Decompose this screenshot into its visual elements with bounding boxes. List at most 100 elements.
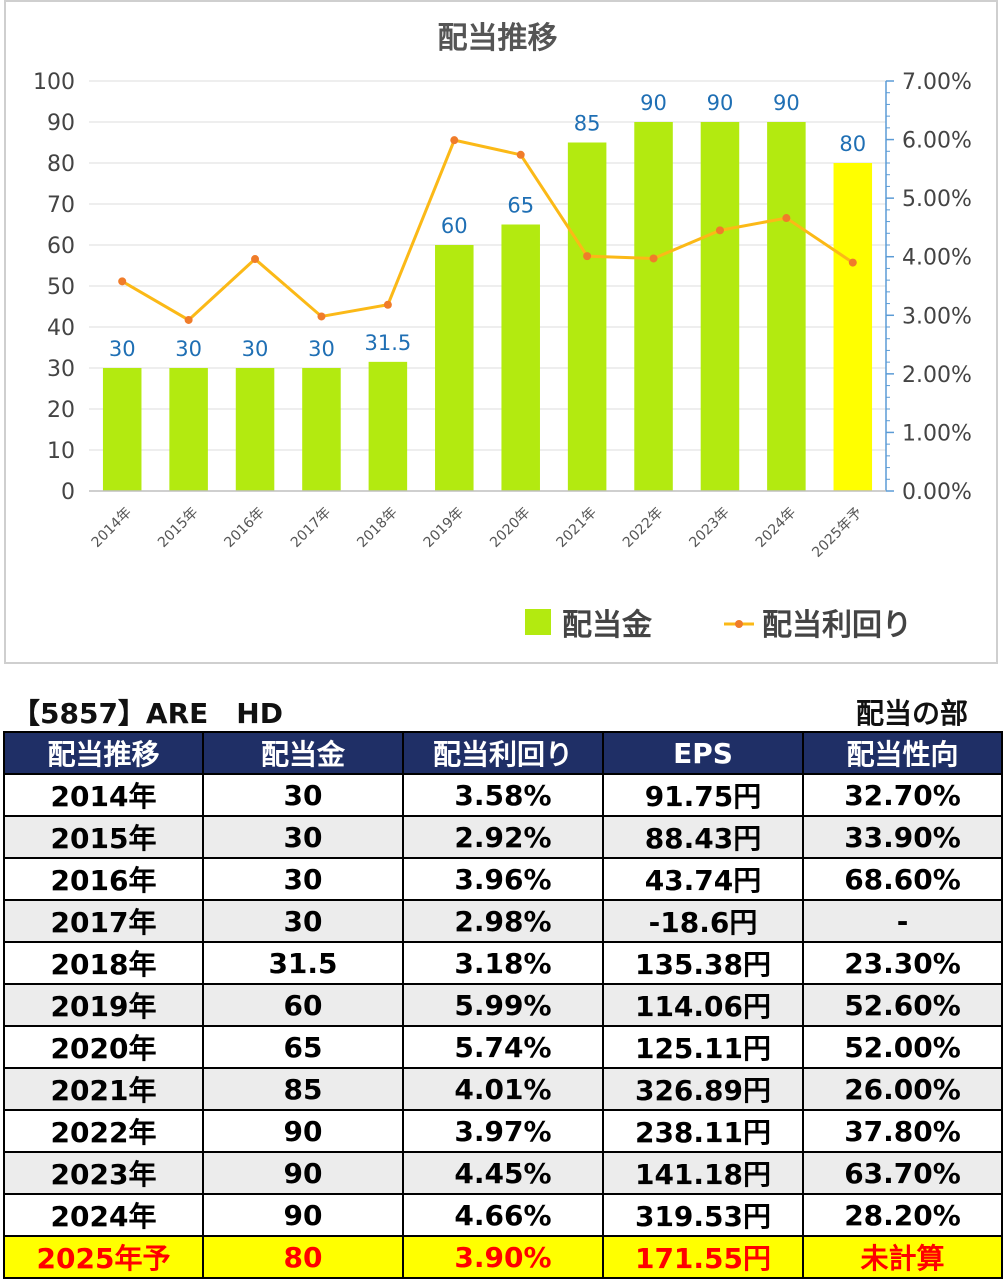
bar-data-label: 80 bbox=[839, 132, 866, 156]
cell-eps: 141.18円 bbox=[602, 1151, 804, 1195]
y-left-tick-label: 80 bbox=[47, 152, 75, 177]
bar bbox=[501, 224, 540, 491]
x-tick-label: 2018年 bbox=[354, 505, 400, 551]
bar-data-label: 30 bbox=[175, 337, 202, 361]
y-left-tick-label: 0 bbox=[61, 480, 75, 505]
cell-payout: 52.60% bbox=[802, 983, 1003, 1027]
cell-yield: 4.01% bbox=[402, 1067, 604, 1111]
cell-eps: 114.06円 bbox=[602, 983, 804, 1027]
table-body: 2014年 30 3.58% 91.75円 32.70% 2015年 30 2.92% 88.4… bbox=[3, 773, 1003, 1279]
table-row: 2020年 65 5.74% 125.11円 52.00% bbox=[3, 1025, 1003, 1069]
y-left-tick-label: 100 bbox=[33, 70, 75, 95]
bar-data-label: 30 bbox=[308, 337, 335, 361]
yield-point bbox=[383, 300, 392, 309]
cell-payout: 23.30% bbox=[802, 941, 1003, 985]
cell-year: 2020年 bbox=[3, 1025, 204, 1069]
cell-year: 2018年 bbox=[3, 941, 204, 985]
y-right-tick-label: 1.00% bbox=[902, 421, 972, 446]
bar bbox=[169, 368, 208, 491]
x-tick-label: 2014年 bbox=[89, 505, 135, 551]
cell-yield: 3.90% bbox=[402, 1235, 604, 1279]
table-row: 2018年 31.5 3.18% 135.38円 23.30% bbox=[3, 941, 1003, 985]
cell-dividend: 30 bbox=[202, 815, 404, 859]
y-left-tick-label: 90 bbox=[47, 111, 75, 136]
cell-year: 2017年 bbox=[3, 899, 204, 943]
y-right-tick-label: 6.00% bbox=[902, 129, 972, 154]
dividend-table: 配当推移 配当金 配当利回り EPS 配当性向 2014年 30 3.58% 91.7… bbox=[3, 731, 1003, 1279]
x-tick-label: 2020年 bbox=[487, 505, 533, 551]
bar bbox=[368, 361, 408, 491]
bar-data-label: 30 bbox=[242, 337, 269, 361]
cell-dividend: 90 bbox=[202, 1151, 404, 1195]
cell-yield: 2.98% bbox=[402, 899, 604, 943]
cell-payout: 26.00% bbox=[802, 1067, 1003, 1111]
cell-year: 2021年 bbox=[3, 1067, 204, 1111]
yield-point bbox=[715, 226, 724, 235]
bar-data-label: 31.5 bbox=[364, 331, 411, 355]
yield-point bbox=[450, 136, 459, 145]
bar bbox=[435, 245, 474, 491]
table-header-row: 配当推移 配当金 配当利回り EPS 配当性向 bbox=[3, 731, 1003, 775]
bar-data-label: 65 bbox=[507, 194, 534, 218]
legend-label-dividend: 配当金 bbox=[562, 608, 653, 643]
cell-eps: 319.53円 bbox=[602, 1193, 804, 1237]
legend-swatch-marker bbox=[735, 620, 743, 628]
y-right-tick-label: 2.00% bbox=[902, 363, 972, 388]
bar bbox=[634, 122, 673, 491]
x-tick-label: 2019年 bbox=[421, 505, 467, 551]
cell-yield: 3.18% bbox=[402, 941, 604, 985]
chart-canvas: 配当推移 0 10 20 30 40 50 60 70 80 90 100 0.00% 1.00% 2.00… bbox=[33, 21, 972, 643]
section-label: 配当の部 bbox=[855, 697, 968, 730]
cell-payout: 33.90% bbox=[802, 815, 1003, 859]
cell-yield: 5.99% bbox=[402, 983, 604, 1027]
yield-line bbox=[121, 138, 854, 322]
x-tick-label: 2017年 bbox=[288, 505, 334, 551]
y-left-tick-label: 50 bbox=[47, 275, 75, 300]
table-row: 2021年 85 4.01% 326.89円 26.00% bbox=[3, 1067, 1003, 1111]
cell-dividend: 30 bbox=[202, 899, 404, 943]
cell-payout: 63.70% bbox=[802, 1151, 1003, 1195]
bar bbox=[235, 368, 275, 491]
cell-payout: 52.00% bbox=[802, 1025, 1003, 1069]
cell-yield: 4.66% bbox=[402, 1193, 604, 1237]
cell-year: 2019年 bbox=[3, 983, 204, 1027]
cell-eps: 326.89円 bbox=[602, 1067, 804, 1111]
x-tick-label: 2023年 bbox=[686, 505, 732, 551]
legend-swatch-bar bbox=[525, 609, 551, 635]
table-row: 2014年 30 3.58% 91.75円 32.70% bbox=[3, 773, 1003, 817]
yield-point bbox=[649, 254, 658, 263]
bar-data-label: 90 bbox=[773, 91, 800, 115]
cell-eps: 125.11円 bbox=[602, 1025, 804, 1069]
cell-payout: 未計算 bbox=[802, 1235, 1003, 1279]
cell-dividend: 85 bbox=[202, 1067, 404, 1111]
cell-eps: 171.55円 bbox=[602, 1235, 804, 1279]
cell-yield: 4.45% bbox=[402, 1151, 604, 1195]
dividend-chart: 配当推移 0 10 20 30 40 50 60 70 80 90 100 0.00% 1.00% 2.00… bbox=[4, 0, 998, 664]
x-tick-label: 2015年 bbox=[155, 505, 201, 551]
x-tick-label: 2025年予 bbox=[809, 505, 865, 561]
cell-eps: 135.38円 bbox=[602, 941, 804, 985]
yield-point bbox=[317, 312, 326, 321]
cell-payout: - bbox=[802, 899, 1003, 943]
bar bbox=[767, 122, 806, 491]
header-payout: 配当性向 bbox=[802, 731, 1003, 775]
yield-point bbox=[516, 150, 525, 159]
table-row: 2015年 30 2.92% 88.43円 33.90% bbox=[3, 815, 1003, 859]
table-row: 2023年 90 4.45% 141.18円 63.70% bbox=[3, 1151, 1003, 1195]
header-dividend: 配当金 bbox=[202, 731, 404, 775]
cell-year: 2023年 bbox=[3, 1151, 204, 1195]
x-tick-label: 2024年 bbox=[753, 505, 799, 551]
cell-eps: 238.11円 bbox=[602, 1109, 804, 1153]
cell-eps: 91.75円 bbox=[602, 773, 804, 817]
table-caption: 【5857】ARE HD 配当の部 bbox=[4, 692, 998, 730]
cell-dividend: 60 bbox=[202, 983, 404, 1027]
bar bbox=[567, 142, 607, 491]
yield-point bbox=[184, 315, 193, 324]
bar-data-label: 90 bbox=[640, 91, 667, 115]
cell-year: 2014年 bbox=[3, 773, 204, 817]
bar-data-label: 60 bbox=[441, 214, 468, 238]
y-left-tick-label: 70 bbox=[47, 193, 75, 218]
bar bbox=[833, 163, 873, 491]
cell-yield: 3.58% bbox=[402, 773, 604, 817]
cell-yield: 2.92% bbox=[402, 815, 604, 859]
